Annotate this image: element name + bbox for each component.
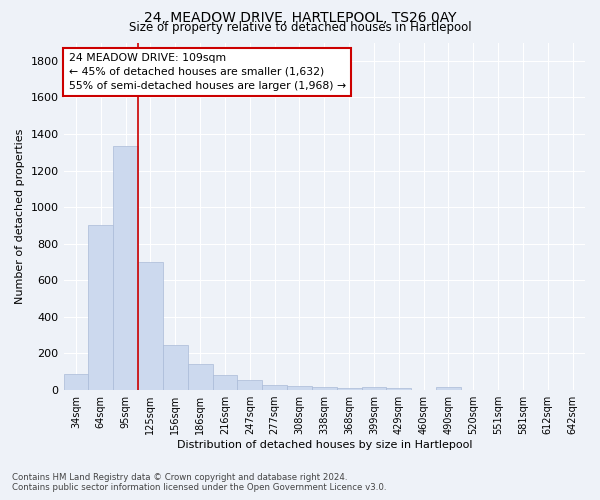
- Y-axis label: Number of detached properties: Number of detached properties: [15, 128, 25, 304]
- Bar: [113, 146, 138, 390]
- Bar: [163, 346, 188, 390]
- X-axis label: Distribution of detached houses by size in Hartlepool: Distribution of detached houses by size …: [176, 440, 472, 450]
- Bar: [138, 262, 163, 390]
- Bar: [436, 387, 461, 390]
- Bar: [337, 388, 362, 390]
- Bar: [386, 388, 411, 390]
- Text: 24 MEADOW DRIVE: 109sqm
← 45% of detached houses are smaller (1,632)
55% of semi: 24 MEADOW DRIVE: 109sqm ← 45% of detache…: [69, 53, 346, 91]
- Bar: [188, 364, 212, 390]
- Bar: [312, 388, 337, 390]
- Bar: [212, 374, 238, 390]
- Bar: [64, 374, 88, 390]
- Bar: [362, 388, 386, 390]
- Text: Size of property relative to detached houses in Hartlepool: Size of property relative to detached ho…: [128, 21, 472, 34]
- Text: Contains HM Land Registry data © Crown copyright and database right 2024.
Contai: Contains HM Land Registry data © Crown c…: [12, 473, 386, 492]
- Bar: [262, 385, 287, 390]
- Bar: [238, 380, 262, 390]
- Bar: [88, 224, 113, 390]
- Text: 24, MEADOW DRIVE, HARTLEPOOL, TS26 0AY: 24, MEADOW DRIVE, HARTLEPOOL, TS26 0AY: [144, 11, 456, 25]
- Bar: [287, 386, 312, 390]
